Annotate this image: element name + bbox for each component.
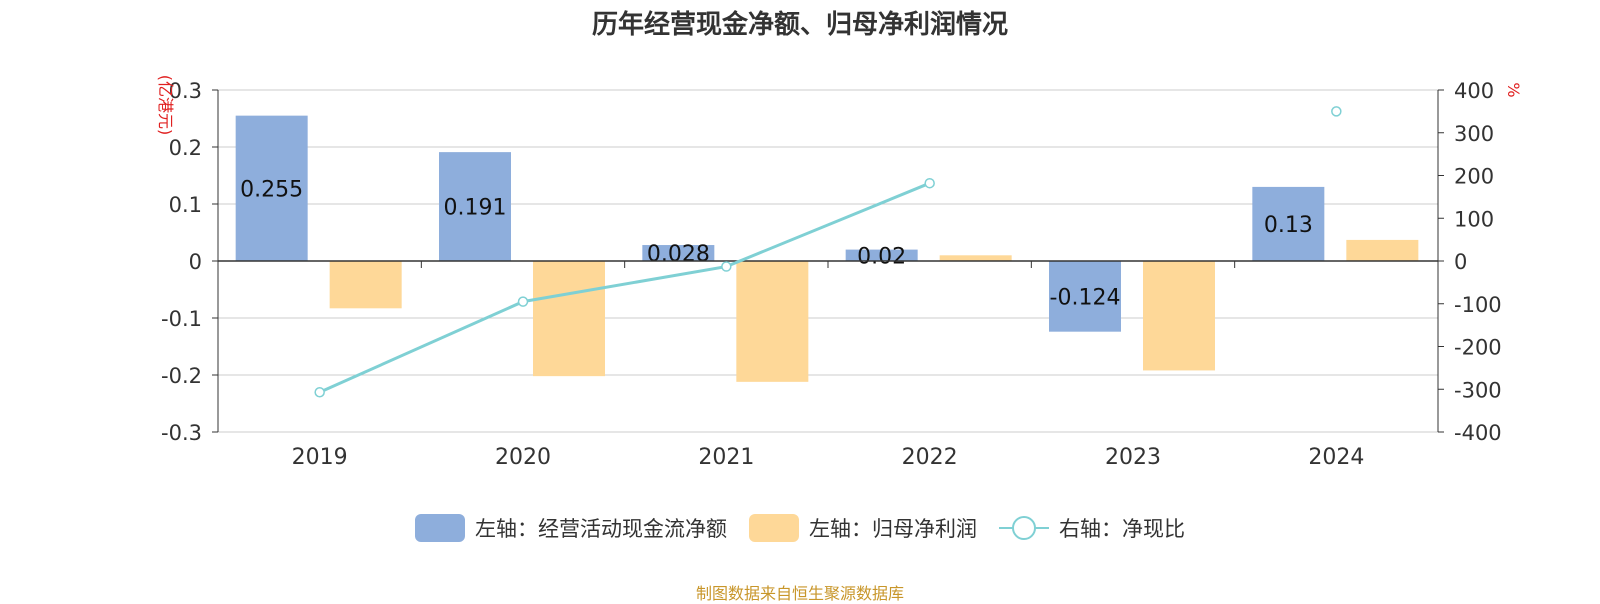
ratio-point	[517, 296, 529, 307]
right-tick-label: 0	[1454, 250, 1467, 274]
legend-swatch-cash	[415, 514, 465, 542]
profit-bar	[1346, 239, 1419, 261]
left-tick-label: 0.3	[169, 79, 202, 103]
cash-bar	[1252, 186, 1325, 261]
right-axis-unit: %	[1504, 82, 1523, 97]
profit-bar	[329, 261, 402, 309]
legend-label-profit: 左轴：归母净利润	[809, 517, 977, 541]
x-tick-label: 2023	[1105, 445, 1161, 470]
legend-label-cash: 左轴：经营活动现金流净额	[475, 517, 727, 541]
right-tick-label: 200	[1454, 165, 1494, 189]
ratio-point	[721, 261, 732, 272]
profit-bar	[1143, 261, 1215, 371]
source-note: 制图数据来自恒生聚源数据库	[695, 584, 904, 603]
legend-item-profit[interactable]: 左轴：归母净利润	[749, 513, 977, 543]
legend-line-marker-icon	[999, 514, 1049, 542]
left-axis-unit: (亿港元)	[156, 75, 175, 136]
left-tick-label: 0	[189, 250, 202, 274]
left-tick-label: 0.1	[169, 193, 202, 217]
cash-data-label: 0.191	[444, 196, 507, 221]
chart-title: 历年经营现金净额、归母净利润情况	[591, 10, 1008, 40]
right-tick-label: -200	[1454, 336, 1502, 360]
cash-bar	[439, 152, 511, 261]
right-tick-label: 100	[1454, 207, 1494, 231]
legend-label-ratio: 右轴：净现比	[1059, 517, 1185, 541]
cash-data-label: 0.13	[1264, 213, 1313, 238]
x-tick-label: 2020	[495, 445, 551, 470]
cash-data-label: -0.124	[1050, 285, 1121, 310]
x-tick-label: 2024	[1308, 445, 1364, 470]
cash-bar	[235, 115, 308, 262]
ratio-point	[924, 177, 935, 189]
ratio-point	[1331, 106, 1342, 117]
right-tick-label: 400	[1454, 79, 1494, 103]
right-tick-label: -100	[1454, 293, 1502, 317]
legend-item-cash[interactable]: 左轴：经营活动现金流净额	[415, 513, 727, 543]
cash-data-label: 0.02	[857, 244, 906, 269]
legend-item-ratio[interactable]: 右轴：净现比	[999, 513, 1185, 543]
right-tick-label: 300	[1454, 122, 1494, 146]
cash-bar	[642, 245, 715, 261]
ratio-point	[314, 386, 325, 398]
left-tick-label: 0.2	[169, 136, 202, 160]
chart-area: 0.3 0.2 0.1 0 -0.1 -0.2 -0.3 400 300 200 100 0 -100 -…	[156, 75, 1523, 470]
right-tick-label: -300	[1454, 378, 1502, 402]
cash-data-label: 0.255	[240, 177, 303, 202]
profit-bar	[736, 261, 809, 382]
profit-bar	[533, 261, 605, 377]
profit-bar	[939, 255, 1012, 261]
legend-swatch-profit	[749, 514, 799, 542]
x-tick-label: 2021	[698, 445, 754, 470]
right-tick-label: -400	[1454, 421, 1502, 445]
left-tick-label: -0.3	[161, 421, 202, 445]
cash-bar	[1049, 261, 1121, 332]
legend: 左轴：经营活动现金流净额 左轴：归母净利润 右轴：净现比	[0, 508, 1600, 548]
x-tick-label: 2022	[902, 445, 958, 470]
left-tick-label: -0.2	[161, 364, 202, 388]
ratio-line	[319, 181, 931, 394]
cash-bar	[845, 249, 918, 261]
x-tick-label: 2019	[292, 445, 348, 470]
cash-data-label: 0.028	[647, 242, 710, 267]
left-tick-label: -0.1	[161, 307, 202, 331]
